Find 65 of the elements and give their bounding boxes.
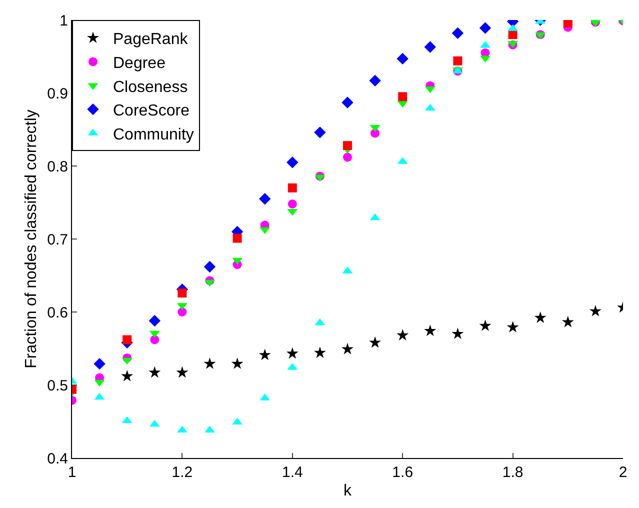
point xyxy=(342,96,354,108)
point xyxy=(424,41,436,53)
y-tick-label: 0.5 xyxy=(47,377,68,394)
point xyxy=(506,321,519,332)
point xyxy=(398,92,408,102)
point xyxy=(204,280,215,287)
x-tick-label: 1.2 xyxy=(172,464,193,481)
y-tick-label: 1 xyxy=(60,12,68,30)
point xyxy=(314,126,326,138)
point xyxy=(204,358,216,369)
point xyxy=(178,308,187,316)
point xyxy=(259,193,271,205)
point xyxy=(286,347,298,359)
point xyxy=(258,348,271,360)
point xyxy=(369,336,382,348)
point xyxy=(343,141,352,150)
point xyxy=(231,358,244,369)
point xyxy=(121,370,134,382)
point xyxy=(288,199,297,208)
point xyxy=(452,27,464,39)
y-tick-label: 0.4 xyxy=(47,450,68,468)
point xyxy=(479,22,492,34)
x-tick-label: 2 xyxy=(618,464,628,481)
point xyxy=(508,24,518,32)
point xyxy=(122,335,132,344)
point xyxy=(369,74,381,86)
y-tick-label: 0.6 xyxy=(47,304,68,322)
point xyxy=(150,335,160,344)
point xyxy=(288,183,297,192)
point xyxy=(396,52,408,65)
point xyxy=(176,366,188,378)
point xyxy=(562,316,574,328)
legend-label: PageRank xyxy=(113,31,189,48)
point xyxy=(94,358,106,370)
point xyxy=(479,320,492,331)
point xyxy=(148,366,161,378)
point xyxy=(148,314,160,327)
y-axis-title: Fraction of nodes classified correctly xyxy=(23,110,40,368)
point xyxy=(452,328,464,339)
legend-label: Community xyxy=(113,126,194,144)
point xyxy=(396,329,409,340)
point xyxy=(314,346,326,358)
point xyxy=(204,426,215,433)
legend-label: Closeness xyxy=(113,78,188,96)
y-tick-label: 0.9 xyxy=(47,85,68,102)
legend-label: Degree xyxy=(113,54,166,72)
point xyxy=(177,426,188,433)
point xyxy=(342,342,354,354)
x-tick-label: 1.8 xyxy=(502,464,524,481)
point xyxy=(232,258,242,265)
point xyxy=(453,56,462,66)
point xyxy=(534,312,546,323)
point xyxy=(178,288,187,298)
point xyxy=(343,152,352,162)
point xyxy=(286,156,298,168)
x-tick-label: 1.4 xyxy=(282,464,303,481)
x-tick-label: 1.6 xyxy=(392,464,414,481)
point xyxy=(589,304,602,316)
y-tick-label: 0.8 xyxy=(47,158,68,176)
x-axis-title: k xyxy=(344,482,352,500)
point xyxy=(204,260,216,273)
point xyxy=(232,234,242,243)
legend-label: CoreScore xyxy=(113,102,190,120)
point xyxy=(424,324,436,336)
y-tick-label: 0.7 xyxy=(47,231,68,248)
